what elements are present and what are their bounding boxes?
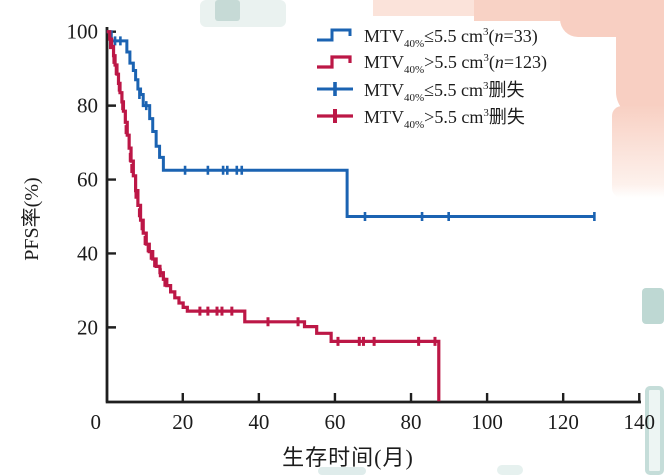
axis-ticks — [108, 30, 641, 402]
censor-mark-sample-icon — [317, 108, 353, 123]
censor-ticks — [113, 36, 596, 221]
tick-label: 40 — [248, 410, 269, 434]
survival-curve — [106, 30, 596, 218]
tick-label: 80 — [77, 94, 98, 118]
tick-label: 60 — [324, 410, 345, 434]
step-line-sample-icon — [317, 28, 352, 42]
tick-label: 100 — [67, 20, 99, 44]
tick-label: 20 — [77, 315, 98, 339]
censor-mark-sample-icon — [317, 82, 353, 97]
tick-label: 0 — [90, 410, 101, 434]
legend-item-mtv-high-curve: MTV40%>5.5 cm3(n=123) — [316, 50, 646, 77]
legend-label: MTV40%≤5.5 cm3(n=33) — [364, 25, 538, 50]
legend: MTV40%≤5.5 cm3(n=33) MTV40%>5.5 cm3(n=12… — [316, 23, 646, 131]
axes — [105, 27, 641, 404]
step-line-sample-icon — [317, 55, 352, 69]
legend-item-mtv-low-curve: MTV40%≤5.5 cm3(n=33) — [316, 23, 646, 50]
series-mtv-high — [106, 30, 441, 402]
tick-label: 140 — [624, 410, 656, 434]
legend-label: MTV40%>5.5 cm3(n=123) — [364, 52, 547, 77]
survival-curve — [106, 30, 441, 402]
legend-label: MTV40%≤5.5 cm3删失 — [364, 80, 525, 105]
tick-label: 80 — [401, 410, 422, 434]
tick-label: 100 — [471, 410, 503, 434]
x-axis-title: 生存时间(月) — [282, 445, 414, 470]
series-mtv-low — [106, 30, 596, 221]
legend-item-mtv-high-censored: MTV40%>5.5 cm3删失 — [316, 103, 646, 131]
legend-item-mtv-low-censored: MTV40%≤5.5 cm3删失 — [316, 76, 646, 105]
legend-label: MTV40%>5.5 cm3删失 — [364, 106, 525, 131]
censor-ticks — [109, 40, 437, 346]
tick-label: 120 — [547, 410, 579, 434]
tick-label: 20 — [172, 410, 193, 434]
tick-label: 40 — [77, 241, 98, 265]
tick-labels: 0 20 40 60 80 100 120 140 20 40 60 80 100 — [67, 20, 656, 434]
tick-label: 60 — [77, 168, 98, 192]
